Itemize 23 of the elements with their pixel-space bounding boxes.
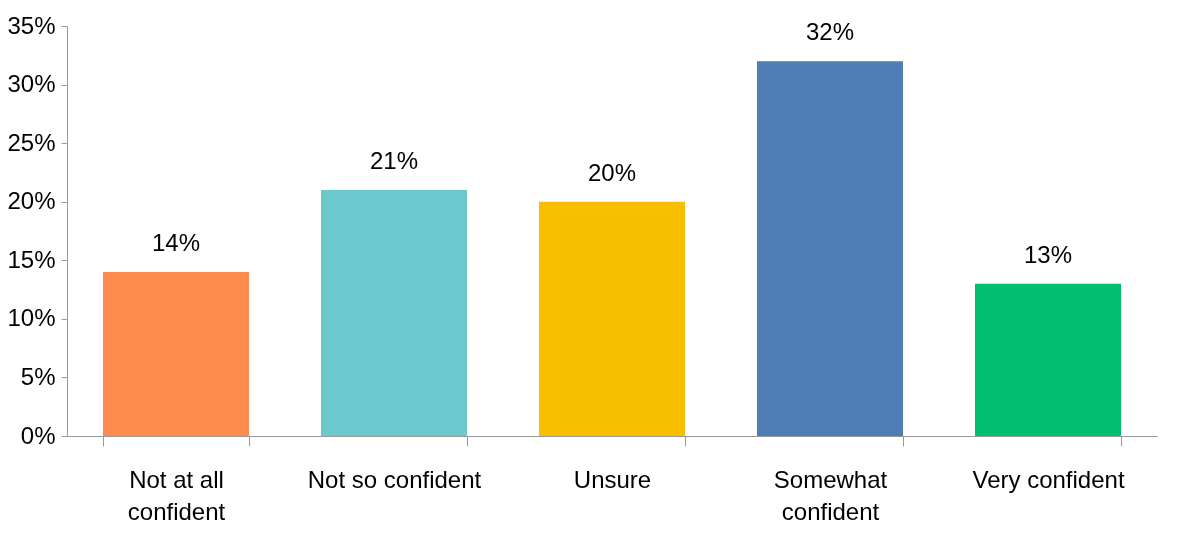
y-tick-label: 15% <box>7 245 56 273</box>
y-tick-label: 30% <box>7 70 56 98</box>
y-tick-label: 25% <box>7 128 56 156</box>
bar <box>320 190 468 436</box>
y-tick-label: 0% <box>20 421 56 449</box>
y-tick-label: 5% <box>20 362 56 390</box>
y-tick-label: 10% <box>7 304 56 332</box>
x-tick-label: Not so confident <box>307 465 482 493</box>
x-tick-label: Very confident <box>972 465 1125 493</box>
data-label: 32% <box>805 18 855 46</box>
x-tick-label: Unsure <box>573 465 652 493</box>
y-tick-label: 35% <box>7 11 56 39</box>
data-label: 13% <box>1023 240 1073 268</box>
data-label: 21% <box>369 147 419 174</box>
x-tick-label: Not at all confident <box>127 465 226 525</box>
bar <box>974 283 1122 436</box>
y-tick-label: 20% <box>7 187 56 215</box>
x-tick-label: Somewhat confident <box>773 465 888 525</box>
data-label: 20% <box>587 158 637 186</box>
bar <box>538 201 686 436</box>
bar <box>102 272 250 436</box>
data-label: 14% <box>151 229 201 256</box>
bar <box>756 61 904 436</box>
